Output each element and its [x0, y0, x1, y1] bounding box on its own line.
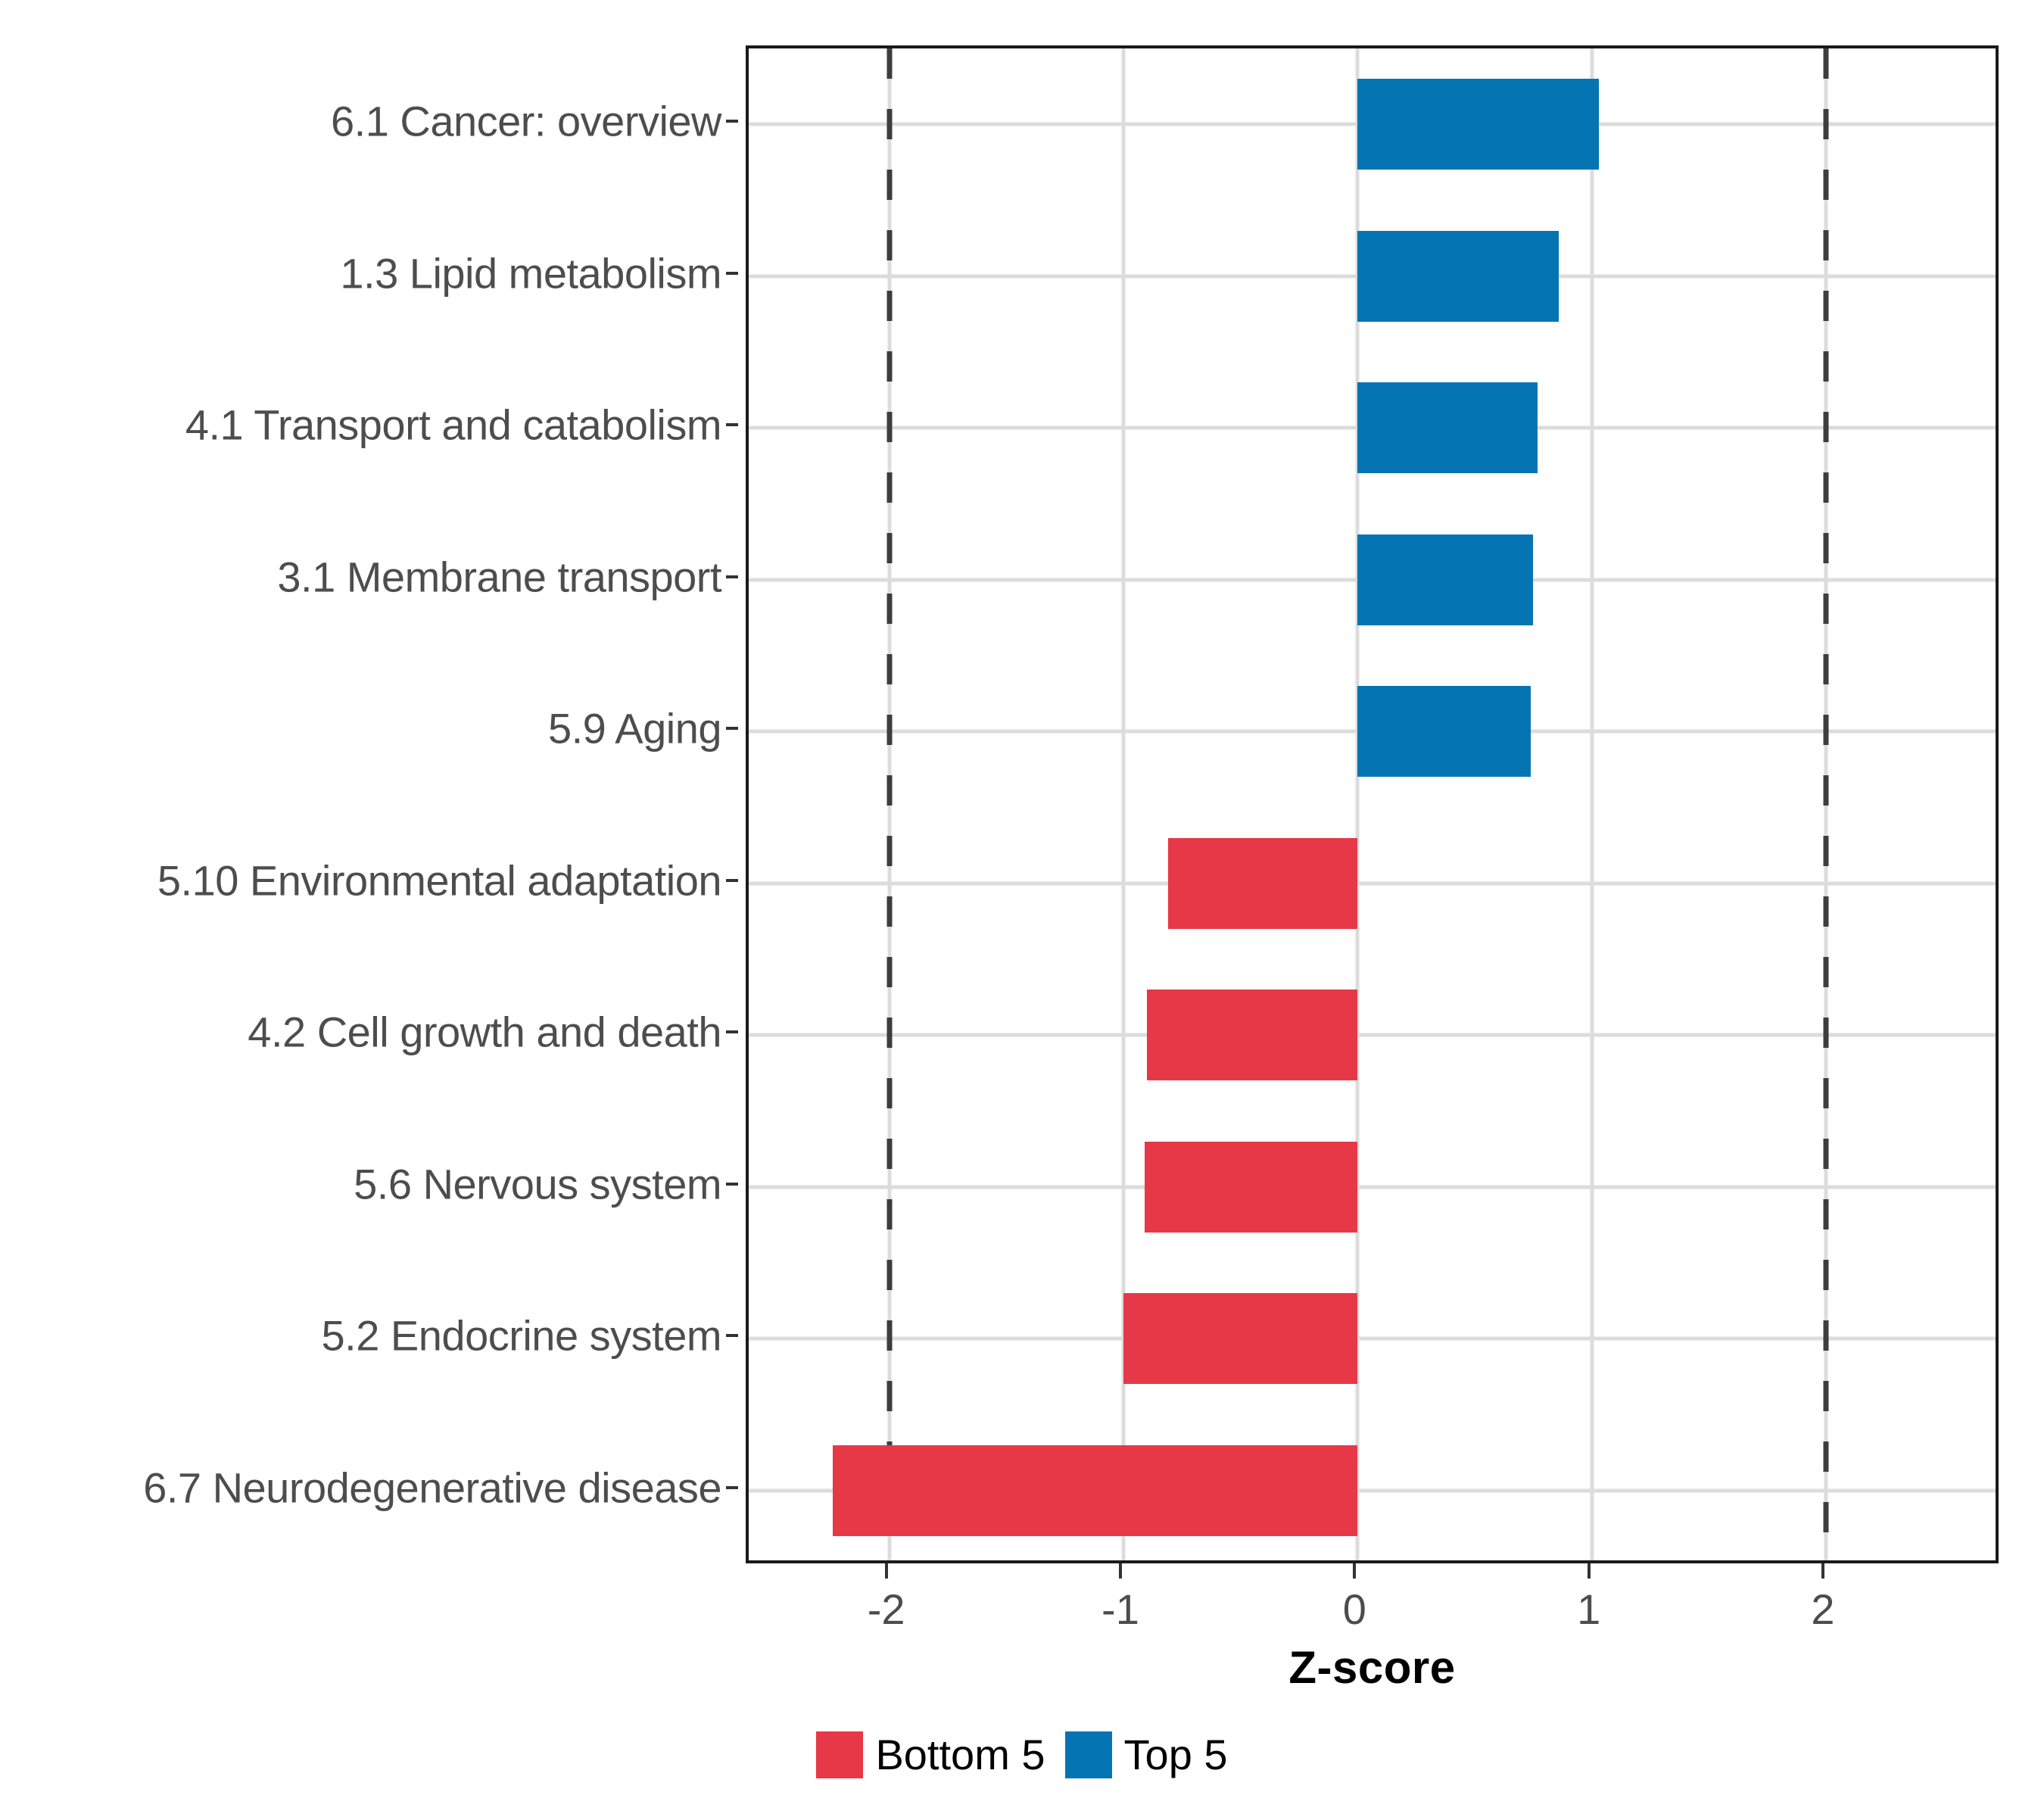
bar — [1357, 230, 1559, 322]
bar — [1357, 686, 1531, 778]
y-tick-label: 4.2 Cell growth and death — [248, 1008, 721, 1056]
bar — [1146, 990, 1358, 1081]
x-tick-mark — [1821, 1563, 1824, 1579]
x-tick-label: -2 — [867, 1585, 905, 1633]
y-tick-mark — [726, 878, 738, 882]
y-tick-mark — [726, 727, 738, 731]
gridline-vertical — [1355, 48, 1360, 1560]
gridline-horizontal — [749, 1185, 1996, 1189]
y-tick-label: 6.1 Cancer: overview — [330, 97, 722, 145]
gridline-horizontal — [749, 881, 1996, 886]
x-tick-label: -1 — [1101, 1585, 1139, 1633]
y-tick-mark — [726, 1182, 738, 1186]
gridline-horizontal — [749, 1336, 1996, 1341]
y-tick-label: 1.3 Lipid metabolism — [340, 249, 721, 298]
y-tick-label: 6.7 Neurodegenerative disease — [143, 1463, 721, 1512]
gridline-horizontal — [749, 1033, 1996, 1037]
legend-label: Bottom 5 — [875, 1731, 1045, 1778]
reference-line — [886, 48, 893, 1560]
y-tick-label: 5.6 Nervous system — [354, 1160, 721, 1208]
y-tick-mark — [726, 1485, 738, 1489]
legend: Bottom 5 Top 5 — [0, 1730, 2044, 1779]
bar — [1123, 1293, 1358, 1385]
y-tick-label: 4.1 Transport and catabolism — [185, 400, 722, 449]
y-axis-label-column: 6.1 Cancer: overview 1.3 Lipid metabolism… — [0, 45, 738, 1563]
bar — [833, 1445, 1358, 1536]
x-axis: -2 -1 0 1 2 — [746, 1563, 1999, 1715]
gridline-vertical — [1121, 48, 1126, 1560]
reference-line — [1823, 48, 1829, 1560]
plot-area — [749, 48, 1996, 1560]
bar — [1357, 382, 1538, 474]
x-tick-label: 0 — [1342, 1585, 1366, 1633]
legend-item[interactable]: Top 5 — [1064, 1730, 1228, 1779]
gridline-horizontal — [749, 1488, 1996, 1493]
x-axis-title: Z-score — [1288, 1642, 1456, 1693]
y-tick-label: 5.10 Environmental adaptation — [157, 856, 722, 905]
x-tick-mark — [884, 1563, 888, 1579]
x-tick-mark — [1118, 1563, 1122, 1579]
y-tick-mark — [726, 1334, 738, 1338]
legend-item[interactable]: Bottom 5 — [816, 1730, 1045, 1779]
x-tick-mark — [1587, 1563, 1591, 1579]
legend-swatch — [1064, 1731, 1112, 1778]
y-tick-mark — [726, 271, 738, 275]
legend-label: Top 5 — [1123, 1731, 1228, 1778]
x-tick-label: 1 — [1577, 1585, 1601, 1633]
bar — [1144, 1141, 1358, 1233]
x-tick-mark — [1353, 1563, 1357, 1579]
y-tick-label: 3.1 Membrane transport — [277, 553, 721, 601]
y-tick-label: 5.9 Aging — [547, 704, 722, 753]
bar — [1357, 534, 1534, 625]
bar — [1357, 79, 1599, 170]
y-tick-mark — [726, 1030, 738, 1034]
legend-swatch — [816, 1731, 864, 1778]
y-tick-mark — [726, 423, 738, 427]
gridline-vertical — [1590, 48, 1594, 1560]
bar — [1167, 837, 1358, 929]
y-tick-mark — [726, 120, 738, 123]
x-tick-label: 2 — [1811, 1585, 1835, 1633]
plot-panel — [746, 45, 1999, 1563]
y-tick-mark — [726, 575, 738, 578]
y-tick-label: 5.2 Endocrine system — [321, 1311, 722, 1360]
